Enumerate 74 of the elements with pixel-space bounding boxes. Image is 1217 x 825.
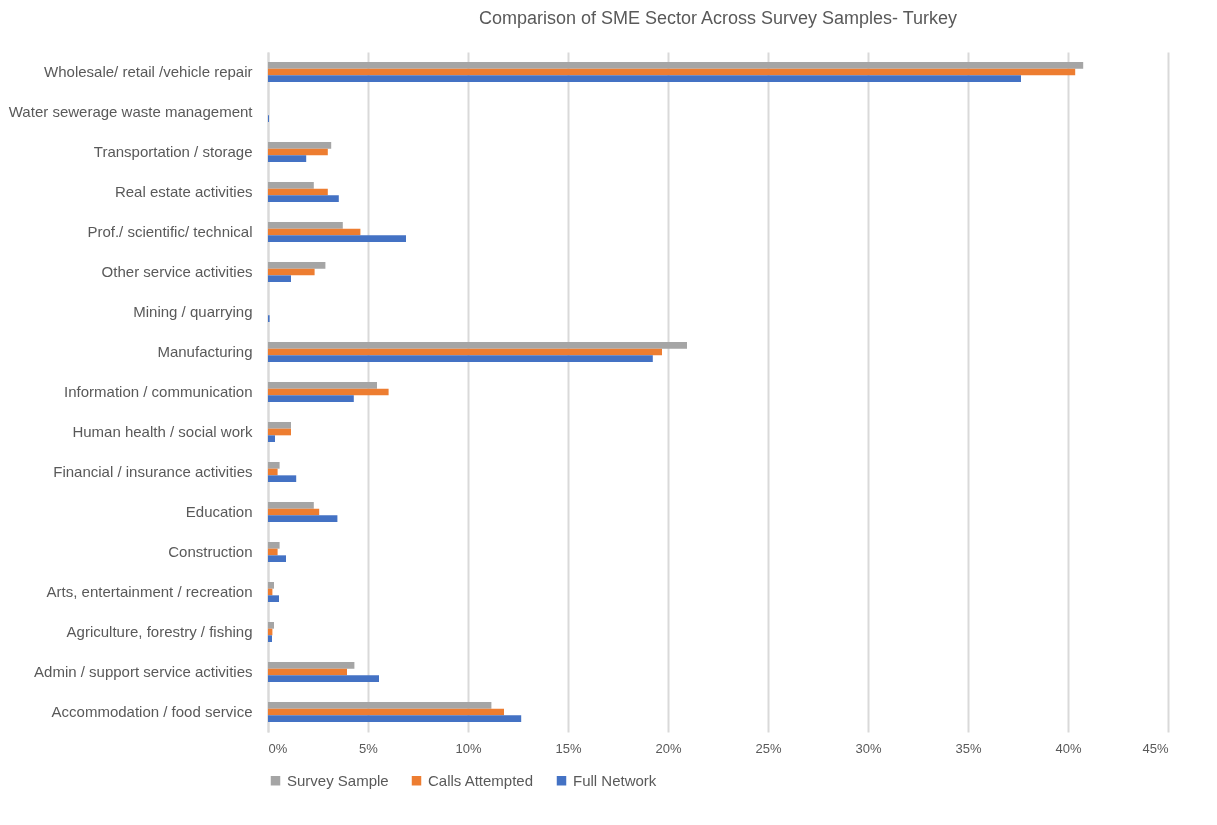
- bar: [268, 195, 339, 202]
- y-tick-label: Arts, entertainment / recreation: [46, 583, 253, 600]
- y-tick-label: Transportation / storage: [93, 143, 253, 160]
- legend-label: Calls Attempted: [428, 771, 534, 789]
- bar: [268, 715, 522, 722]
- x-tick-label: 15%: [555, 740, 582, 756]
- y-tick-label: Other service activities: [101, 263, 253, 280]
- bar: [268, 268, 315, 276]
- bar: [268, 435, 275, 442]
- bar: [268, 622, 274, 629]
- y-tick-label: Education: [185, 503, 253, 520]
- bar: [268, 548, 278, 556]
- chart-title: Comparison of SME Sector Across Survey Samples- Turkey: [478, 8, 958, 28]
- bar: [268, 582, 274, 589]
- x-tick-label: 45%: [1142, 740, 1169, 756]
- x-tick-label: 25%: [755, 740, 782, 756]
- bar: [268, 68, 1076, 76]
- bar: [268, 502, 314, 509]
- bar: [268, 142, 332, 149]
- bar: [268, 222, 343, 229]
- bar: [268, 75, 1021, 82]
- bar: [268, 155, 307, 162]
- legend-label: Full Network: [573, 771, 657, 789]
- bar: [268, 428, 291, 436]
- bar: [268, 348, 662, 356]
- bar: [268, 595, 279, 602]
- y-tick-label: Human health / social work: [72, 423, 253, 440]
- y-tick-label: Construction: [168, 543, 253, 560]
- bar: [268, 555, 286, 562]
- x-tick-label: 30%: [855, 740, 882, 756]
- bar: [268, 275, 291, 282]
- bar: [268, 188, 328, 196]
- bar: [268, 675, 379, 682]
- x-tick-label: 5%: [359, 740, 379, 756]
- bar: [268, 422, 291, 429]
- bar: [268, 262, 326, 269]
- y-tick-label: Prof./ scientific/ technical: [87, 223, 253, 240]
- bar: [268, 515, 338, 522]
- x-tick-label: 0%: [268, 740, 288, 756]
- y-tick-label: Financial / insurance activities: [53, 463, 253, 480]
- bar: [268, 182, 314, 189]
- y-tick-label: Mining / quarrying: [133, 303, 253, 320]
- bar: [268, 228, 361, 236]
- bar: [268, 148, 328, 156]
- bar: [268, 388, 389, 396]
- legend-label: Survey Sample: [287, 771, 389, 789]
- bar: [268, 468, 278, 476]
- bar: [268, 355, 653, 362]
- y-tick-label: Information / communication: [64, 383, 253, 400]
- bar: [268, 635, 272, 642]
- x-tick-label: 40%: [1055, 740, 1082, 756]
- bar: [268, 662, 355, 669]
- y-tick-label: Admin / support service activities: [34, 663, 253, 680]
- y-tick-label: Agriculture, forestry / fishing: [66, 623, 253, 640]
- bar: [268, 702, 492, 709]
- bar: [268, 475, 297, 482]
- bar: [268, 342, 687, 349]
- y-tick-label: Wholesale/ retail /vehicle repair: [44, 63, 253, 80]
- bar: [268, 668, 347, 676]
- x-tick-label: 35%: [955, 740, 982, 756]
- y-tick-label: Real estate activities: [114, 183, 253, 200]
- bar: [268, 62, 1084, 69]
- x-tick-label: 10%: [455, 740, 482, 756]
- y-tick-label: Water sewerage waste management: [8, 103, 254, 120]
- bar: [268, 235, 406, 242]
- y-tick-label: Accommodation / food service: [51, 703, 253, 720]
- bar: [268, 542, 280, 549]
- bar: [268, 395, 354, 402]
- y-tick-label: Manufacturing: [157, 343, 253, 360]
- bar: [268, 508, 320, 516]
- bar: [268, 708, 504, 716]
- x-tick-label: 20%: [655, 740, 682, 756]
- bar: [268, 382, 377, 389]
- bar: [268, 462, 280, 469]
